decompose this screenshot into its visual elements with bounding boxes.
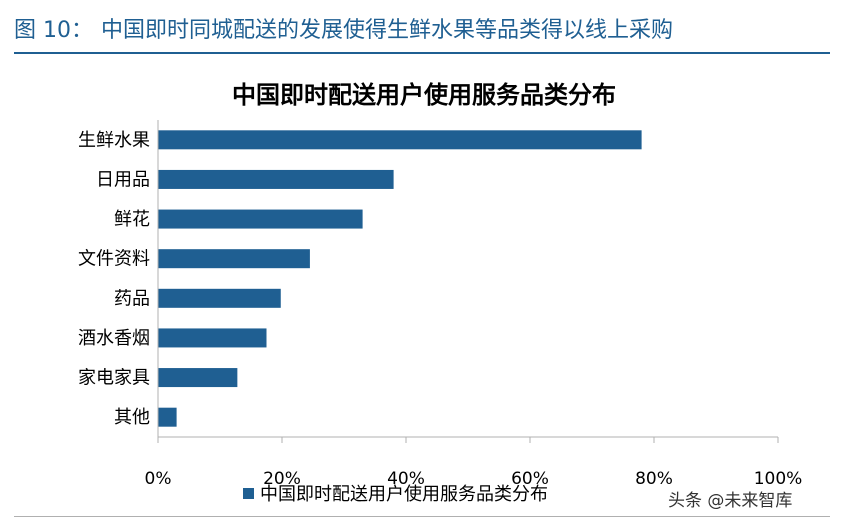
bottom-rule <box>14 516 830 517</box>
bar-8 <box>158 407 177 427</box>
watermark: 头条 @未来智库 <box>668 491 793 511</box>
category-label: 鲜花 <box>114 209 150 230</box>
category-label: 其他 <box>114 407 150 428</box>
x-tick-label: 60% <box>511 469 549 489</box>
bar-1 <box>158 130 642 150</box>
x-tick-label: 0% <box>145 469 172 489</box>
figure-label: 图 10： <box>14 18 93 43</box>
category-label: 生鲜水果 <box>78 130 150 151</box>
category-label: 家电家具 <box>78 368 150 389</box>
x-ticks-group: 0% 20% 40% 60% 80% 100% <box>145 437 803 489</box>
bar-5 <box>158 288 281 308</box>
legend: 中国即时配送用户使用服务品类分布 <box>243 484 548 505</box>
bar-7 <box>158 368 238 388</box>
category-label: 日用品 <box>96 169 150 190</box>
x-tick-label: 40% <box>387 469 425 489</box>
category-label: 酒水香烟 <box>78 328 150 349</box>
bar-2 <box>158 169 394 189</box>
bar-6 <box>158 328 267 348</box>
category-label: 药品 <box>114 288 150 309</box>
figure-heading-text: 中国即时同城配送的发展使得生鲜水果等品类得以线上采购 <box>101 18 674 43</box>
bars-group <box>158 130 642 427</box>
x-tick-label: 80% <box>635 469 673 489</box>
figure-heading: 图 10： 中国即时同城配送的发展使得生鲜水果等品类得以线上采购 <box>14 12 673 44</box>
legend-label: 中国即时配送用户使用服务品类分布 <box>260 484 548 505</box>
legend-swatch <box>243 488 254 499</box>
category-label: 文件资料 <box>78 249 150 270</box>
chart-title: 中国即时配送用户使用服务品类分布 <box>232 81 616 109</box>
heading-rule <box>14 52 830 54</box>
bar-4 <box>158 249 310 269</box>
x-tick-label: 20% <box>263 469 301 489</box>
x-tick-label: 100% <box>754 469 803 489</box>
bar-3 <box>158 209 363 229</box>
